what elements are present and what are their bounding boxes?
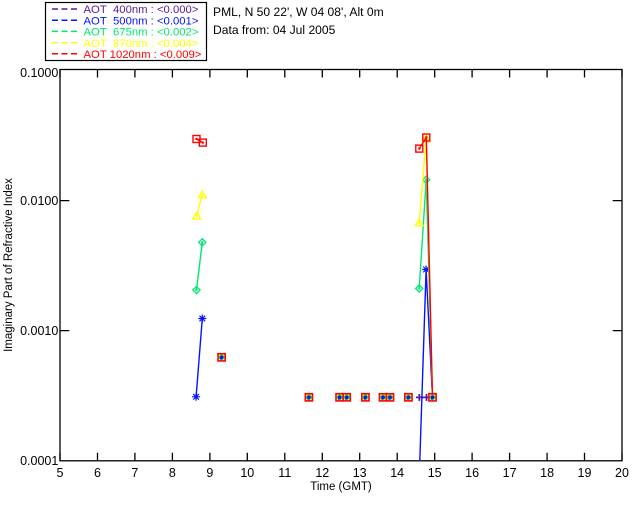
svg-text:10: 10 xyxy=(240,466,254,480)
svg-text:0.1000: 0.1000 xyxy=(20,66,58,80)
svg-text:9: 9 xyxy=(206,466,213,480)
svg-text:AOT 400nm : <0.000>: AOT 400nm : <0.000> xyxy=(84,4,199,16)
svg-text:Time (GMT): Time (GMT) xyxy=(310,481,372,493)
svg-text:0.0100: 0.0100 xyxy=(20,194,58,208)
svg-text:AOT 1020nm : <0.009>: AOT 1020nm : <0.009> xyxy=(84,49,202,61)
svg-text:17: 17 xyxy=(503,466,517,480)
svg-text:15: 15 xyxy=(428,466,442,480)
svg-text:AOT 675nm : <0.002>: AOT 675nm : <0.002> xyxy=(84,27,199,39)
svg-text:Data from: 04 Jul 2005: Data from: 04 Jul 2005 xyxy=(213,23,336,37)
svg-text:11: 11 xyxy=(278,466,291,480)
svg-text:19: 19 xyxy=(578,466,592,480)
svg-text:AOT 870nm : <0.004>: AOT 870nm : <0.004> xyxy=(84,38,199,50)
svg-text:Imaginary Part of Refractive I: Imaginary Part of Refractive Index xyxy=(3,178,15,352)
svg-text:14: 14 xyxy=(390,466,404,480)
svg-text:13: 13 xyxy=(353,466,367,480)
svg-text:5: 5 xyxy=(57,466,64,480)
svg-text:PML, N 50 22', W 04 08', Alt 0: PML, N 50 22', W 04 08', Alt 0m xyxy=(213,5,384,19)
svg-text:7: 7 xyxy=(131,466,138,480)
svg-text:18: 18 xyxy=(540,466,554,480)
svg-text:20: 20 xyxy=(615,466,629,480)
svg-text:12: 12 xyxy=(315,466,329,480)
svg-text:AOT 500nm : <0.001>: AOT 500nm : <0.001> xyxy=(84,15,199,27)
svg-text:16: 16 xyxy=(465,466,479,480)
svg-text:6: 6 xyxy=(94,466,101,480)
svg-text:8: 8 xyxy=(169,466,176,480)
svg-text:0.0010: 0.0010 xyxy=(20,324,58,338)
svg-text:0.0001: 0.0001 xyxy=(20,454,58,468)
